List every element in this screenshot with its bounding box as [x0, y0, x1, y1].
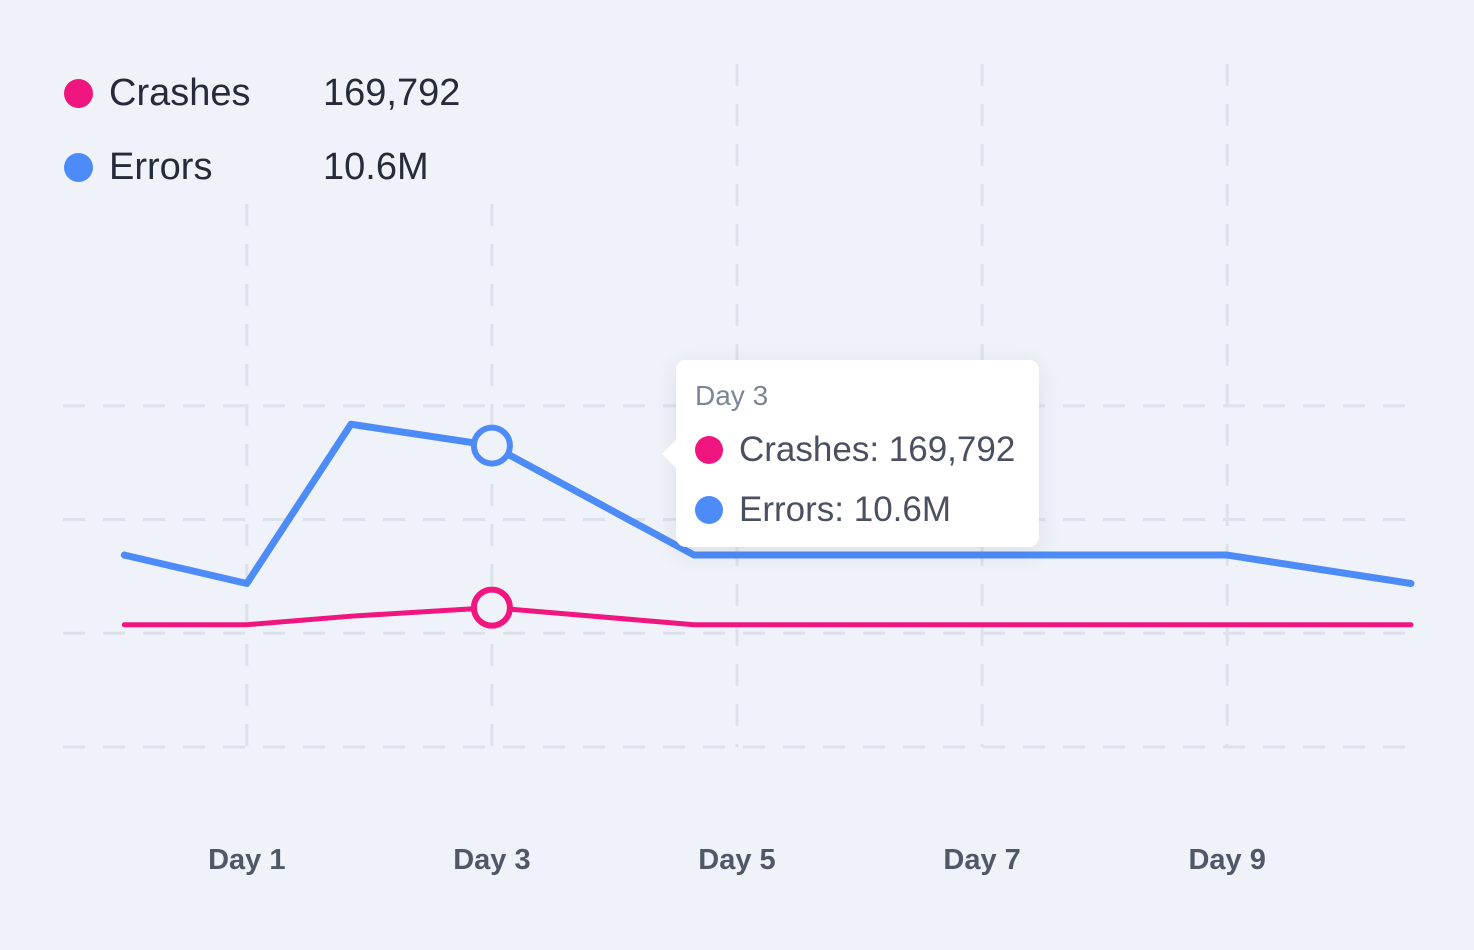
tooltip-row-errors: Errors: 10.6M [695, 490, 1019, 530]
tooltip-dot-errors [695, 496, 723, 524]
chart-gridlines [63, 64, 1411, 749]
legend-label: Crashes [109, 71, 251, 114]
tooltip-separator: : [834, 490, 854, 529]
x-axis-tick-label: Day 1 [208, 844, 285, 876]
tooltip-dot-crashes [695, 436, 723, 464]
data-point-marker-crashes [470, 586, 513, 629]
series-line-errors [120, 420, 1415, 587]
tooltip-label: Crashes [739, 430, 870, 469]
legend-value: 10.6M [323, 145, 429, 188]
legend-dot-crashes [64, 78, 93, 108]
chart-legend: Crashes 169,792 Errors 10.6M [64, 68, 460, 216]
tooltip-title: Day 3 [695, 380, 769, 411]
x-axis-tick-label: Day 9 [1188, 844, 1265, 876]
series-line-crashes [121, 605, 1414, 628]
tooltip-label: Errors [739, 490, 835, 529]
x-axis-tick-labels: Day 1 Day 3 Day 5 Day 7 Day 9 [208, 844, 1266, 876]
legend-item-crashes[interactable]: Crashes 169,792 [64, 68, 460, 118]
tooltip-row-crashes: Crashes: 169,792 [695, 430, 1019, 470]
chart-series-layer [120, 420, 1415, 628]
legend-label: Errors [109, 145, 213, 188]
x-axis-tick-label: Day 7 [943, 844, 1020, 876]
tooltip-separator: : [869, 430, 889, 469]
data-point-marker-errors [470, 424, 513, 467]
x-axis-tick-label: Day 3 [453, 844, 530, 876]
legend-value: 169,792 [323, 71, 461, 114]
tooltip-value: 10.6M [853, 490, 952, 529]
legend-item-errors[interactable]: Errors 10.6M [64, 142, 460, 192]
x-axis-tick-label: Day 5 [698, 844, 775, 876]
chart-tooltip: Day 3 Crashes: 169,792 Errors: 10.6M [662, 360, 1039, 547]
legend-dot-errors [64, 152, 93, 182]
tooltip-value: 169,792 [888, 430, 1016, 469]
chart-highlight-markers [470, 424, 513, 629]
